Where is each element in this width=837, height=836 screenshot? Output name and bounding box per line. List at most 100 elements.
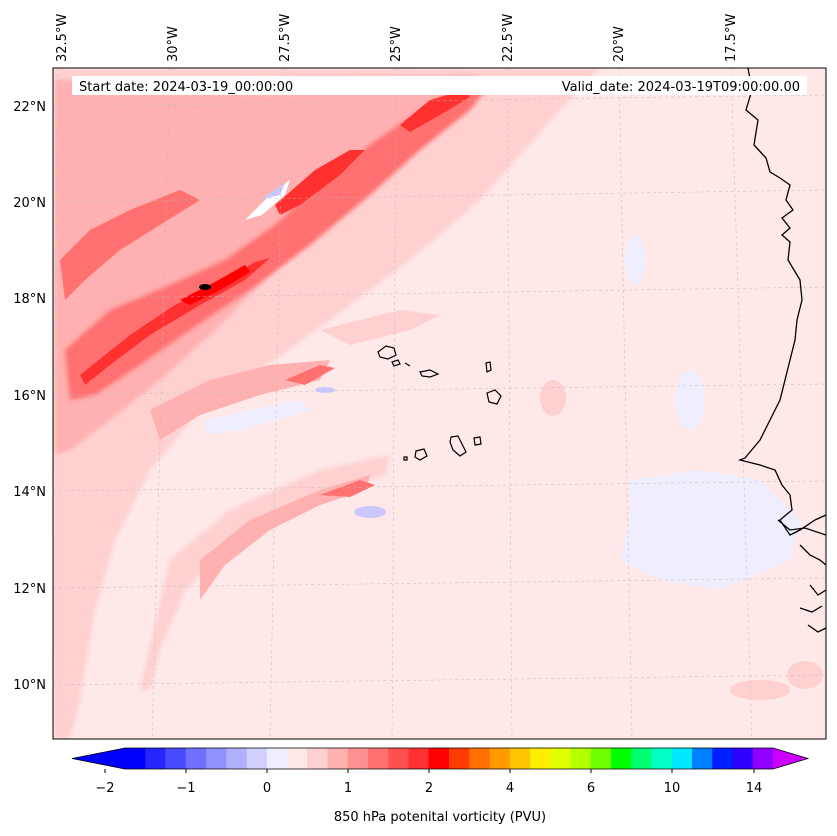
pv-blob-light-3 bbox=[730, 680, 790, 700]
africa-coast bbox=[737, 68, 826, 536]
cbar-tick-label: 4 bbox=[506, 781, 514, 796]
colorbar-segment bbox=[327, 748, 349, 769]
pv-streak-strong-2 bbox=[285, 365, 335, 385]
colorbar-segment bbox=[408, 748, 430, 769]
colorbar: −2 −1 0 1 2 4 6 10 14 850 hPa potenital … bbox=[71, 747, 810, 825]
colorbar-segment bbox=[489, 748, 511, 769]
pv-band-strong-2 bbox=[60, 190, 200, 300]
island-sal bbox=[485, 361, 492, 373]
lon-tick-label: 22.5°W bbox=[501, 14, 516, 62]
pv-negative-2 bbox=[354, 506, 386, 518]
colorbar-ticks bbox=[104, 769, 755, 773]
colorbar-segment bbox=[145, 748, 167, 769]
colorbar-segment bbox=[530, 748, 551, 769]
pv-streak-light-2 bbox=[320, 310, 440, 345]
colorbar-under-arrow bbox=[72, 748, 125, 769]
cbar-tick-label: 1 bbox=[344, 781, 352, 796]
pv-negative-3 bbox=[315, 387, 335, 393]
pv-negative-1 bbox=[260, 183, 285, 200]
pv-peak bbox=[180, 265, 250, 305]
cbar-tick-label: 14 bbox=[746, 781, 763, 796]
cape-verde-islands bbox=[377, 345, 502, 461]
cbar-tick-label: 10 bbox=[664, 781, 681, 796]
map-panel: Start date: 2024-03-19_00:00:00 Valid_da… bbox=[53, 68, 826, 739]
colorbar-segment bbox=[287, 748, 308, 769]
colorbar-segments bbox=[125, 748, 774, 769]
latitude-labels: 22°N 20°N 18°N 16°N 14°N 12°N 10°N bbox=[13, 100, 46, 693]
pv-max-spot bbox=[199, 284, 211, 290]
pv-core-2 bbox=[275, 150, 365, 215]
lat-tick-label: 16°N bbox=[13, 389, 46, 404]
lat-tick-label: 20°N bbox=[13, 196, 46, 211]
colorbar-tick-labels: −2 −1 0 1 2 4 6 10 14 bbox=[95, 781, 762, 796]
pv-negative-4 bbox=[205, 400, 310, 435]
lat-tick-label: 10°N bbox=[13, 678, 46, 693]
coastline bbox=[737, 68, 826, 633]
cbar-tick-label: −2 bbox=[95, 781, 114, 796]
colorbar-segment bbox=[590, 748, 612, 769]
colorbar-segment bbox=[266, 748, 288, 769]
cbar-tick-label: 6 bbox=[587, 781, 595, 796]
island-maio bbox=[473, 436, 482, 446]
colorbar-segment bbox=[347, 748, 369, 769]
island-sao-vicente bbox=[391, 359, 401, 367]
island-boa-vista bbox=[486, 389, 502, 405]
pv-blob-light-4 bbox=[53, 535, 80, 650]
lon-tick-label: 20°W bbox=[612, 26, 627, 62]
colorbar-segment bbox=[469, 748, 491, 769]
colorbar-segment bbox=[125, 748, 146, 769]
info-bar bbox=[72, 76, 807, 95]
lon-tick-label: 30°W bbox=[166, 26, 181, 62]
colorbar-segment bbox=[368, 748, 389, 769]
colorbar-segment bbox=[570, 748, 592, 769]
pv-streak-strong bbox=[320, 480, 375, 497]
valid-date-label: Valid_date: 2024-03-19T09:00:00.00 bbox=[562, 80, 800, 95]
colorbar-segment bbox=[226, 748, 248, 769]
colorbar-segment bbox=[550, 748, 572, 769]
colorbar-segment bbox=[246, 748, 268, 769]
colorbar-segment bbox=[692, 748, 713, 769]
island-santo-antao bbox=[377, 345, 397, 360]
colorbar-segment bbox=[307, 748, 329, 769]
colorbar-segment bbox=[651, 748, 673, 769]
pv-negative-6 bbox=[625, 235, 645, 285]
lat-tick-label: 14°N bbox=[13, 485, 46, 500]
pv-blob-light-1 bbox=[540, 380, 566, 416]
colorbar-segment bbox=[732, 748, 754, 769]
colorbar-segment bbox=[185, 748, 207, 769]
colorbar-segment bbox=[449, 748, 470, 769]
colorbar-outline bbox=[71, 747, 810, 770]
cbar-tick-label: 2 bbox=[425, 781, 433, 796]
island-santiago bbox=[449, 435, 467, 457]
lon-tick-label: 17.5°W bbox=[724, 14, 739, 62]
island-sao-nicolau bbox=[419, 369, 440, 378]
map-frame bbox=[52, 67, 827, 740]
colorbar-segment bbox=[428, 748, 450, 769]
pv-core bbox=[80, 258, 270, 385]
pv-negative-5 bbox=[620, 470, 800, 590]
colorbar-segment bbox=[206, 748, 227, 769]
colorbar-segment bbox=[671, 748, 693, 769]
lon-tick-label: 25°W bbox=[389, 26, 404, 62]
colorbar-segment bbox=[388, 748, 410, 769]
colorbar-segment bbox=[611, 748, 632, 769]
lat-tick-label: 18°N bbox=[13, 292, 46, 307]
graticule bbox=[53, 68, 826, 739]
colorbar-segment bbox=[631, 748, 653, 769]
lon-tick-label: 32.5°W bbox=[55, 14, 70, 62]
pv-core-3 bbox=[400, 90, 470, 132]
colorbar-segment bbox=[712, 748, 734, 769]
lat-tick-label: 12°N bbox=[13, 582, 46, 597]
start-date-label: Start date: 2024-03-19_00:00:00 bbox=[79, 80, 293, 95]
island-fogo bbox=[414, 448, 428, 461]
colorbar-segment bbox=[752, 748, 774, 769]
lon-tick-label: 27.5°W bbox=[278, 14, 293, 62]
colorbar-label: 850 hPa potenital vorticity (PVU) bbox=[334, 810, 546, 825]
colorbar-over-arrow bbox=[773, 748, 808, 769]
longitude-labels: 32.5°W 30°W 27.5°W 25°W 22.5°W 20°W 17.5… bbox=[55, 14, 739, 62]
pv-negative-7 bbox=[675, 370, 705, 430]
cbar-tick-label: −1 bbox=[176, 781, 195, 796]
cbar-tick-label: 0 bbox=[263, 781, 271, 796]
lat-tick-label: 22°N bbox=[13, 100, 46, 115]
